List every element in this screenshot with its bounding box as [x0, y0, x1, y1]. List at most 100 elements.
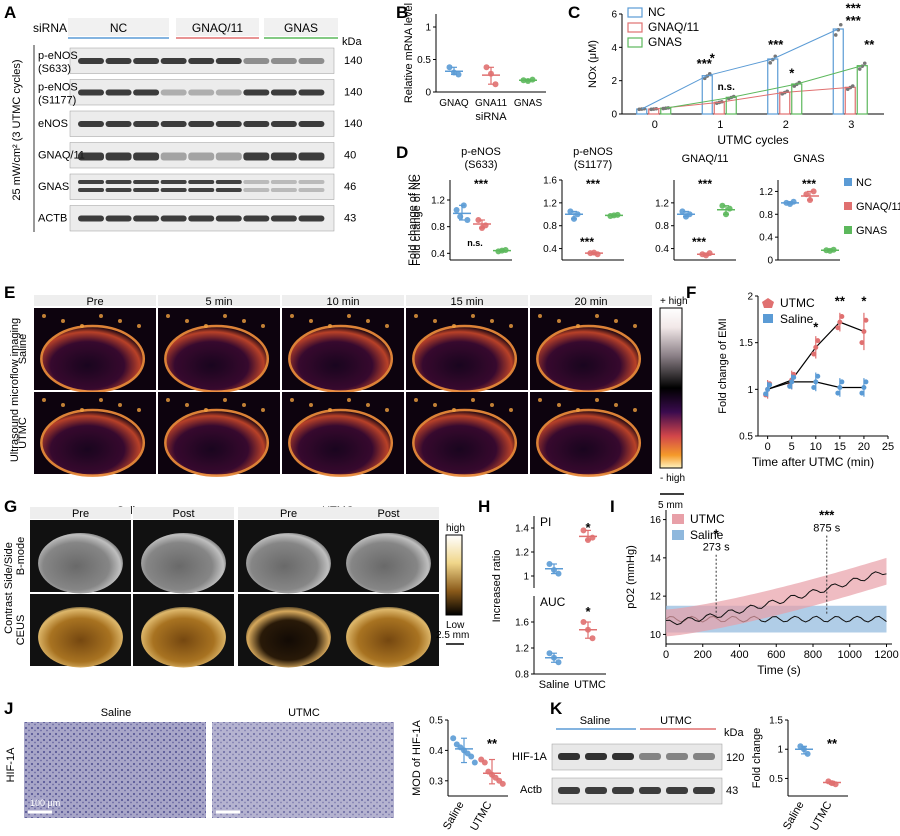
- blot-band: [105, 152, 132, 161]
- y-tick-label: 12: [650, 592, 662, 603]
- bar: [791, 83, 803, 115]
- chart-title: GNAQ/11: [682, 153, 729, 165]
- y-tick-label: 1.2: [543, 198, 557, 209]
- tumor-region: [246, 606, 331, 668]
- flow-speck: [366, 403, 370, 407]
- legend-swatch: [844, 202, 852, 210]
- flow-speck: [118, 319, 122, 323]
- blot-band: [298, 180, 325, 184]
- y-tick-label: 0.8: [515, 670, 529, 681]
- blot-band: [298, 215, 325, 222]
- flow-speck: [80, 324, 84, 328]
- data-point: [791, 374, 797, 380]
- blot-band: [133, 180, 160, 184]
- x-tick-label: UTMC: [808, 799, 834, 831]
- flow-speck: [242, 403, 246, 407]
- phase-header: Pre: [72, 508, 89, 520]
- panel-k-group-utmc: UTMC: [660, 715, 692, 727]
- x-axis-label: Time after UTMC (min): [752, 455, 874, 469]
- legend-label: UTMC: [690, 512, 725, 526]
- significance-mark: *: [585, 520, 591, 535]
- chart-C: 0 2 4 6 NOx (μM) 0 1 2 3 UTMC cycles NCGNAQ/11GNAS…: [587, 0, 884, 147]
- data-point: [837, 319, 843, 325]
- flow-speck: [347, 314, 351, 318]
- y-tick-label: 1.2: [759, 187, 773, 198]
- flow-speck: [633, 324, 637, 328]
- blot-band: [133, 188, 160, 192]
- x-tick-label: 5: [789, 441, 795, 453]
- panel-e-side-label: Ultrasound microflow imaging: [9, 318, 21, 462]
- blot-band: [105, 58, 132, 64]
- significance-mark: ***: [846, 0, 862, 15]
- legend-label: GNAS: [648, 35, 682, 49]
- chart-title: p-eNOS: [573, 146, 613, 158]
- blot-band: [558, 787, 580, 794]
- data-point: [861, 384, 867, 390]
- x-tick-label: 2: [783, 119, 789, 131]
- legend-label: UTMC: [780, 296, 815, 310]
- flow-speck: [137, 324, 141, 328]
- chart-D4: 0 0.4 0.8 1.2 GNAS *** NC GNAQ/11 GNAS: [759, 153, 900, 267]
- chart-title: GNAS: [793, 153, 824, 165]
- x-tick-label: 3: [848, 119, 854, 131]
- data-point: [589, 635, 596, 642]
- blot-band: [78, 215, 104, 222]
- y-tick-label: 1.2: [655, 198, 669, 209]
- blot-band: [298, 58, 325, 64]
- blot-band: [133, 58, 160, 64]
- flow-speck: [490, 403, 494, 407]
- flow-speck: [309, 403, 313, 407]
- x-tick-label: GNAS: [514, 98, 543, 109]
- y-tick-label: 10: [650, 630, 662, 641]
- chart-D2: 0.4 0.8 1.2 1.6 p-eNOS(S1177) *** ***: [543, 146, 624, 261]
- flow-speck: [166, 398, 170, 402]
- data-point: [863, 379, 869, 385]
- data-point: [861, 328, 867, 334]
- data-point: [837, 384, 843, 390]
- bar: [844, 86, 856, 115]
- data-point: [555, 570, 562, 577]
- y-axis-label: Fold change of NC: [407, 174, 419, 266]
- x-tick-label: UTMC: [468, 799, 494, 831]
- data-point: [719, 202, 726, 209]
- data-point: [453, 207, 460, 213]
- chart-H2: 0.8 1.2 1.6 AUC * Saline UTMC Increased ratio: [491, 550, 606, 691]
- trend-line: [665, 65, 863, 109]
- data-point: [546, 561, 553, 567]
- flow-speck: [185, 403, 189, 407]
- flow-speck: [490, 319, 494, 323]
- flow-speck: [261, 324, 265, 328]
- y-tick-label: 0.5: [769, 774, 783, 785]
- blot-band: [243, 58, 270, 64]
- flow-speck: [290, 314, 294, 318]
- y-tick-label: 0.3: [429, 776, 443, 787]
- blot-band: [133, 89, 160, 96]
- blot-band: [243, 121, 270, 127]
- data-point: [464, 217, 471, 223]
- x-tick-label: 0: [765, 441, 771, 453]
- y-tick-label: 0.8: [759, 210, 773, 221]
- blot-band: [270, 180, 297, 184]
- tumor-region: [288, 408, 394, 477]
- chart-subtitle: (S633): [464, 159, 497, 171]
- legend-swatch: [844, 178, 852, 186]
- panel-e-scale-top: + high: [660, 296, 688, 307]
- significance-mark: ***: [586, 177, 600, 191]
- tumor-region: [164, 408, 270, 477]
- flow-speck: [42, 398, 46, 402]
- blot-band: [270, 152, 297, 161]
- x-tick-label: 0: [663, 649, 669, 661]
- siRNA-label: siRNA: [33, 21, 67, 35]
- significance-mark: *: [710, 50, 716, 65]
- panel-j-ihc: HIF-1A Saline UTMC 100 μm: [5, 707, 394, 818]
- blot-row-sublabel: (S1177): [38, 95, 76, 107]
- flow-speck: [61, 403, 65, 407]
- blot-band: [78, 180, 104, 184]
- flow-speck: [614, 403, 618, 407]
- tumor-region: [40, 324, 146, 393]
- chart-F: 0.5 1 1.5 2 Fold change of EMI 0 5 10 15 20 25 Time…: [717, 292, 894, 470]
- row-label: CEUS: [15, 615, 27, 646]
- panel-g-side-label: Contrast Side/Side: [3, 542, 15, 634]
- blot-band: [105, 89, 132, 96]
